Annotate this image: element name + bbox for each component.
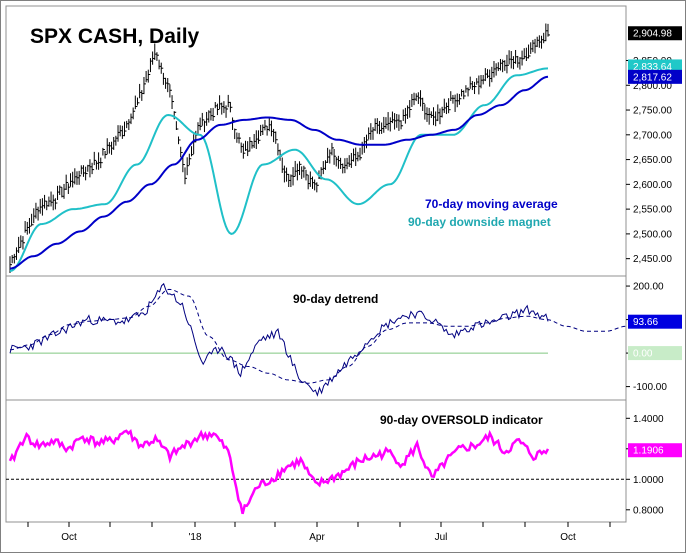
y-tick-label: 2,600.00 [633, 180, 672, 191]
detrend-last-label: 93.66 [633, 317, 658, 328]
y-tick-label: 2,700.00 [633, 130, 672, 141]
x-tick-label: Jul [435, 532, 448, 543]
panel-frames [5, 5, 627, 523]
oversold-line [8, 428, 550, 515]
price-y-ticks: 2,450.00 2,500.00 2,550.00 2,600.00 2,650.00… [626, 56, 672, 265]
oversold-last-label-bg [628, 443, 682, 458]
chart-title: SPX CASH, Daily [30, 25, 200, 48]
detrend-last-label-bg [628, 314, 682, 329]
detrend-lines [9, 282, 627, 397]
legend-magnet: 90-day downside magnet [408, 215, 551, 229]
oversold-last-value-badge: 1.1906 [628, 443, 682, 458]
y-tick-label: 2,500.00 [633, 229, 672, 240]
zero-last-label: 0.00 [633, 349, 653, 360]
price-last-value-badges: 2,904.98 2,833.642,817.62 [628, 26, 682, 84]
panel-frame-3 [5, 399, 627, 523]
y-tick-label: 2,750.00 [633, 106, 672, 117]
magnet-last-label: 2,833.64 [633, 62, 672, 73]
y-tick-label: 2,650.00 [633, 155, 672, 166]
magnet-line [9, 67, 549, 272]
y-tick-label: 2,800.00 [633, 81, 672, 92]
x-axis: Oct '18 Apr Jul Oct [27, 522, 611, 543]
y-tick-label: 1.0000 [633, 475, 664, 486]
y-tick-label: 0.8000 [633, 505, 664, 516]
detrend-line [9, 282, 549, 397]
oversold-last-label: 1.1906 [633, 446, 664, 457]
x-tick-label: Oct [560, 532, 576, 543]
legend-ma70: 70-day moving average [425, 197, 558, 211]
y-tick-label: -100.00 [633, 382, 667, 393]
price-lines [9, 67, 549, 272]
price-last-label: 2,904.98 [633, 29, 672, 40]
detrend-panel: 90-day detrend 200.00100.000.00-100.00 9… [9, 282, 682, 397]
price-last-label-bg [628, 26, 682, 41]
y-tick-label: 2,450.00 [633, 254, 672, 265]
detrend-title: 90-day detrend [293, 292, 378, 306]
zero-last-label-bg [628, 346, 682, 361]
detrend-smooth-line [9, 288, 627, 384]
detrend-last-value-badges: 93.66 0.00 [628, 314, 682, 361]
price-panel: SPX CASH, Daily 2,450.00 2,500.00 2,550.00… [9, 23, 682, 273]
ma70-last-label-bg [628, 69, 682, 84]
ma70-last-label: 2,817.62 [633, 72, 672, 83]
x-tick-label: Apr [309, 532, 325, 543]
x-tick-label: '18 [188, 532, 201, 543]
y-tick-label: 200.00 [633, 282, 664, 293]
x-tick-label: Oct [61, 532, 77, 543]
oversold-lines [6, 428, 626, 515]
oversold-panel: 90-day OVERSOLD indicator 1.40001.20001.… [6, 413, 682, 516]
ma70-line [9, 75, 549, 270]
oversold-title: 90-day OVERSOLD indicator [380, 413, 543, 427]
y-tick-label: 2,550.00 [633, 205, 672, 216]
y-tick-label: 1.4000 [633, 414, 664, 425]
